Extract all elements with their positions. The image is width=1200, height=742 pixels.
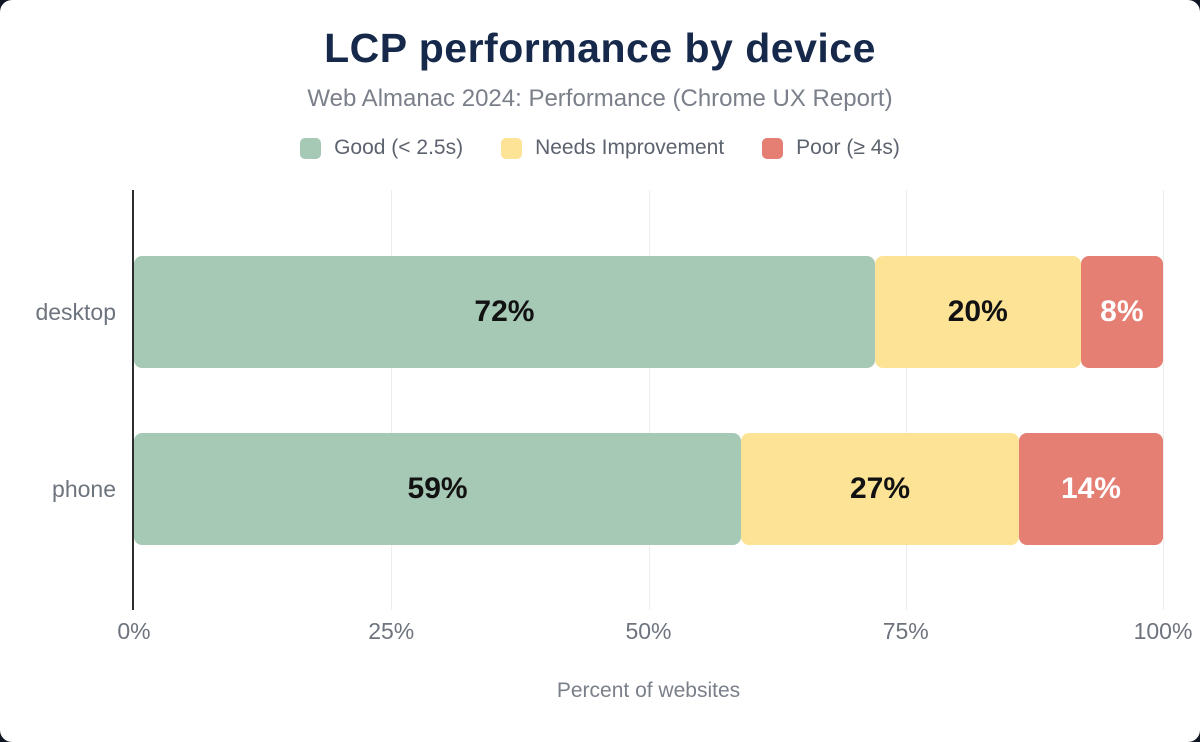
bar-value-label: 20% [947, 295, 1008, 328]
bar-value-label: 8% [1100, 295, 1144, 328]
gridline [1163, 190, 1164, 610]
x-tick-label: 100% [1133, 618, 1193, 644]
legend-swatch-icon [501, 137, 523, 159]
bar-value-label: 27% [850, 472, 911, 505]
bar-row: 72% 20% 8% [134, 256, 1163, 368]
bar-segment: 8% [1080, 256, 1163, 368]
x-tick-label: 50% [625, 618, 672, 644]
gridline [648, 190, 650, 610]
legend-item: Good (< 2.5s) [300, 136, 463, 160]
legend-label: Needs Improvement [535, 136, 725, 159]
gridline [391, 190, 393, 610]
bar-segment: 59% [134, 433, 742, 545]
category-label: phone [52, 476, 116, 502]
legend-swatch-icon [300, 137, 322, 159]
chart-subtitle: Web Almanac 2024: Performance (Chrome UX… [307, 85, 893, 112]
x-tick-label: 0% [117, 618, 151, 644]
bar-value-label: 14% [1060, 472, 1121, 505]
chart-title: LCP performance by device [324, 25, 876, 71]
plot-area: 72% 20% 8% desktop 59% 27% 14% phone [35, 190, 1164, 610]
legend-swatch-icon [762, 137, 784, 159]
legend-item: Needs Improvement [501, 136, 724, 160]
x-axis-ticks: 0% 25% 50% 75% 100% [117, 617, 1192, 647]
legend-label: Poor (≥ 4s) [796, 136, 900, 159]
bar-segment: 27% [741, 433, 1019, 545]
bar-value-label: 59% [407, 472, 468, 505]
bar-segment: 14% [1018, 433, 1163, 545]
legend-item: Poor (≥ 4s) [762, 136, 900, 160]
x-tick-label: 25% [368, 618, 415, 644]
y-axis-line [132, 190, 134, 610]
bar-value-label: 72% [474, 295, 535, 328]
bar-row: 59% 27% 14% [134, 433, 1163, 545]
legend: Good (< 2.5s) Needs Improvement Poor (≥ 4s… [0, 136, 1200, 160]
legend-label: Good (< 2.5s) [334, 136, 464, 159]
x-axis-title: Percent of websites [556, 679, 741, 702]
gridline [905, 190, 907, 610]
x-tick-label: 75% [882, 618, 929, 644]
bar-segment: 72% [134, 256, 875, 368]
bar-segment: 20% [874, 256, 1081, 368]
category-label: desktop [35, 299, 116, 325]
